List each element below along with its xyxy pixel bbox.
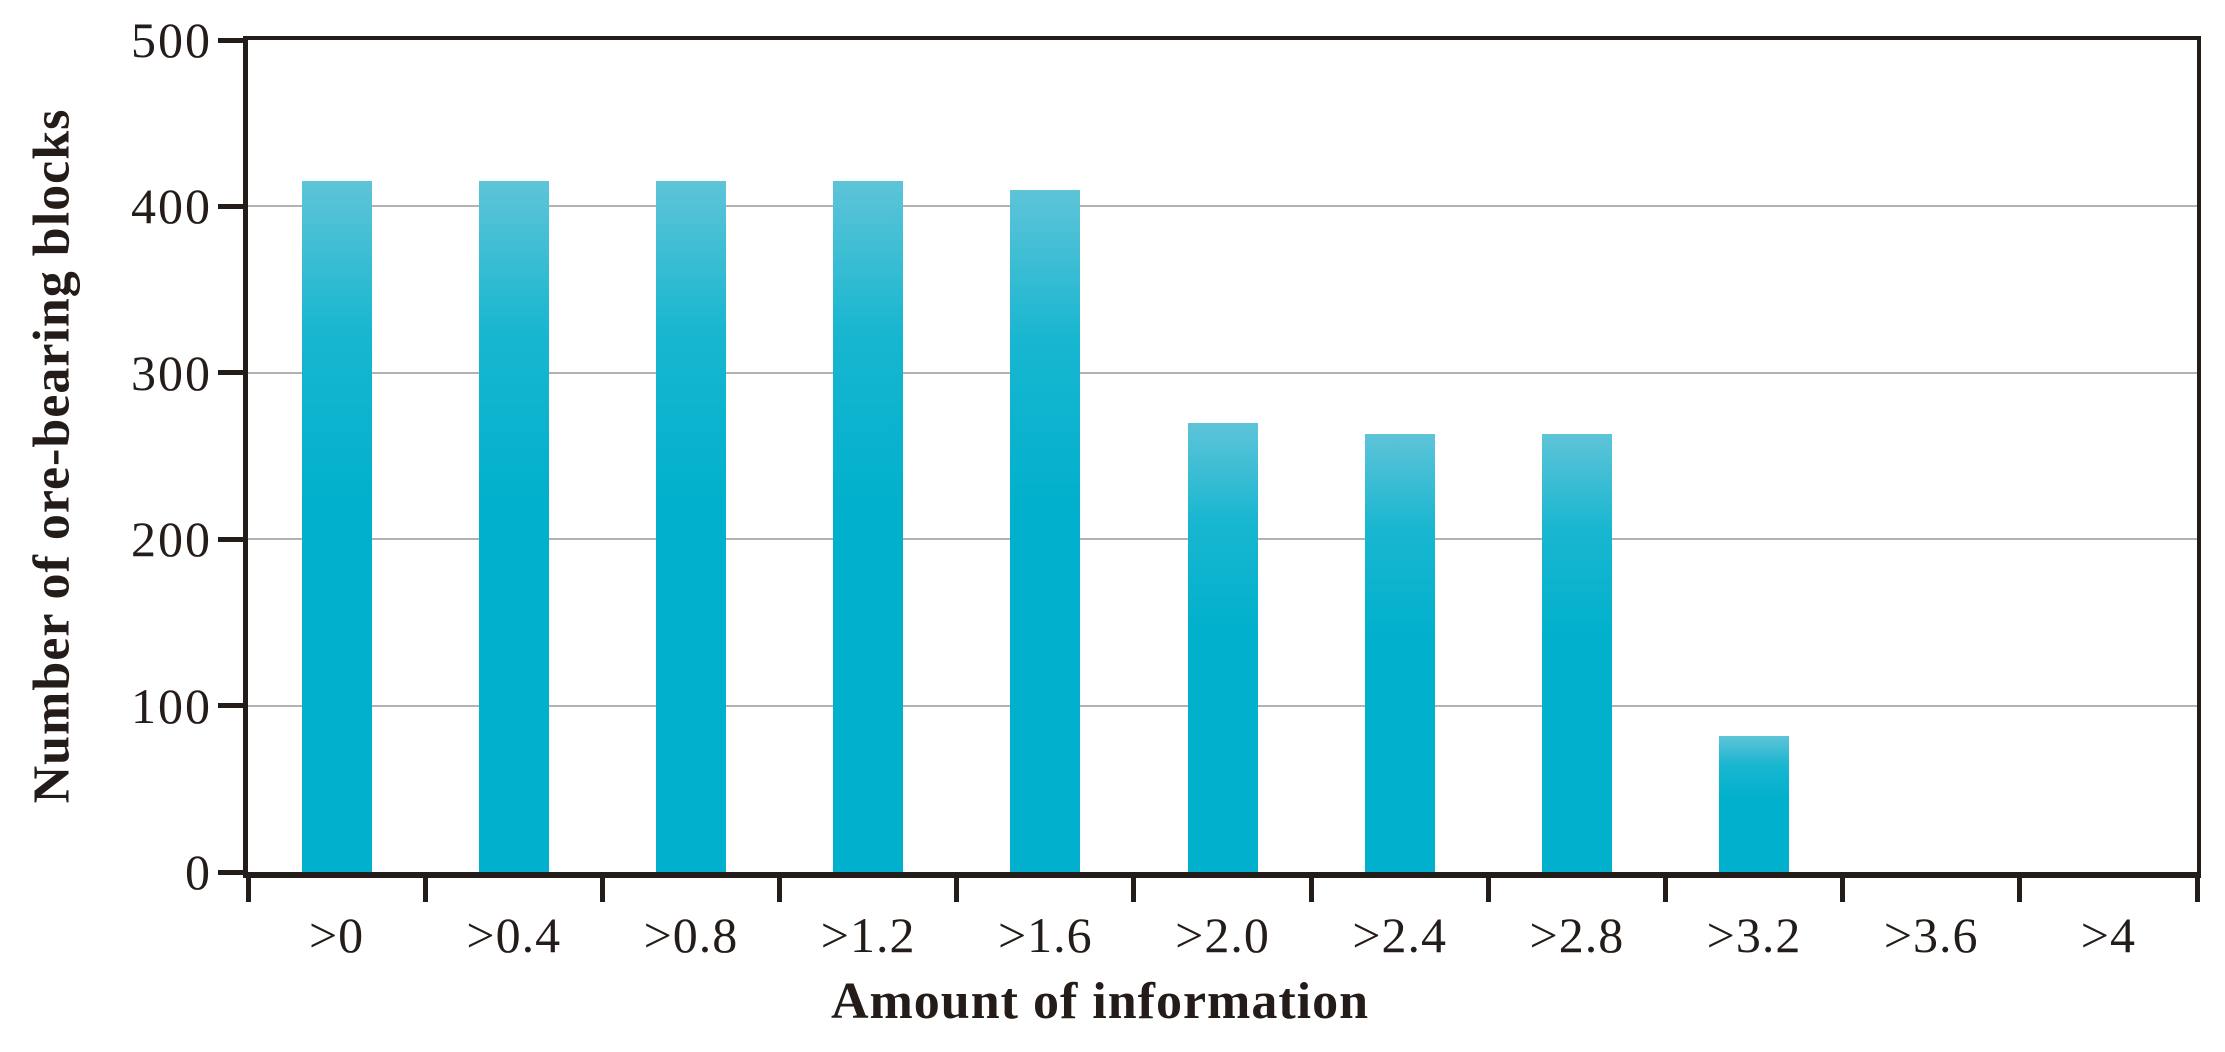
- y-tick-label-300: 300: [131, 344, 212, 401]
- x-axis-tick-6: [1308, 874, 1314, 902]
- y-axis-tick-400: [218, 203, 248, 209]
- x-tick-label->0.4: >0.4: [466, 907, 562, 963]
- plot-area: [243, 36, 2201, 878]
- x-tick-label->0: >0: [308, 907, 365, 963]
- x-tick-label->3.2: >3.2: [1706, 907, 1802, 963]
- bar->2.4: [1364, 434, 1435, 872]
- x-axis-tick-5: [1131, 874, 1137, 902]
- x-axis-tick-2: [599, 874, 605, 902]
- bar->2.8: [1541, 434, 1612, 872]
- bar->1.6: [1010, 189, 1081, 872]
- x-axis-tick-11: [2194, 874, 2200, 902]
- x-axis-tick-10: [2017, 874, 2023, 902]
- x-tick-label->1.2: >1.2: [820, 907, 916, 963]
- y-tick-label-200: 200: [131, 511, 212, 568]
- bar->1.2: [833, 181, 904, 872]
- x-tick-label->2.0: >2.0: [1175, 907, 1270, 963]
- gridline-y-300: [248, 371, 2197, 374]
- x-axis-tick-4: [954, 874, 960, 902]
- bar->0.4: [478, 181, 549, 872]
- x-axis-tick-8: [1662, 874, 1668, 902]
- bar->0: [301, 181, 372, 872]
- x-tick-label->2.8: >2.8: [1529, 907, 1625, 963]
- x-axis-tick-1: [422, 874, 428, 902]
- y-tick-label-400: 400: [131, 178, 212, 235]
- y-axis-tick-300: [218, 370, 248, 376]
- y-axis-tick-0: [218, 869, 248, 875]
- x-axis-title: Amount of information: [830, 973, 1370, 1030]
- x-axis-tick-9: [1840, 874, 1846, 902]
- y-axis-tick-100: [218, 703, 248, 709]
- x-tick-label->2.4: >2.4: [1352, 907, 1448, 963]
- x-tick-label->1.6: >1.6: [997, 907, 1093, 963]
- gridline-y-400: [248, 205, 2197, 208]
- y-tick-label-500: 500: [131, 12, 212, 68]
- x-tick-label->3.6: >3.6: [1883, 907, 1979, 963]
- x-tick-label->0.8: >0.8: [643, 907, 739, 963]
- bar->2.0: [1187, 422, 1258, 872]
- bar->0.8: [655, 181, 726, 872]
- y-axis-tick-500: [218, 37, 248, 43]
- x-axis-tick-0: [245, 874, 251, 902]
- y-axis-tick-200: [218, 536, 248, 542]
- y-tick-label-100: 100: [131, 677, 212, 734]
- bar->3.2: [1719, 735, 1790, 872]
- x-tick-label->4: >4: [2080, 907, 2136, 963]
- y-tick-label-0: 0: [185, 844, 212, 900]
- x-axis-tick-3: [777, 874, 783, 902]
- x-axis-tick-7: [1485, 874, 1491, 902]
